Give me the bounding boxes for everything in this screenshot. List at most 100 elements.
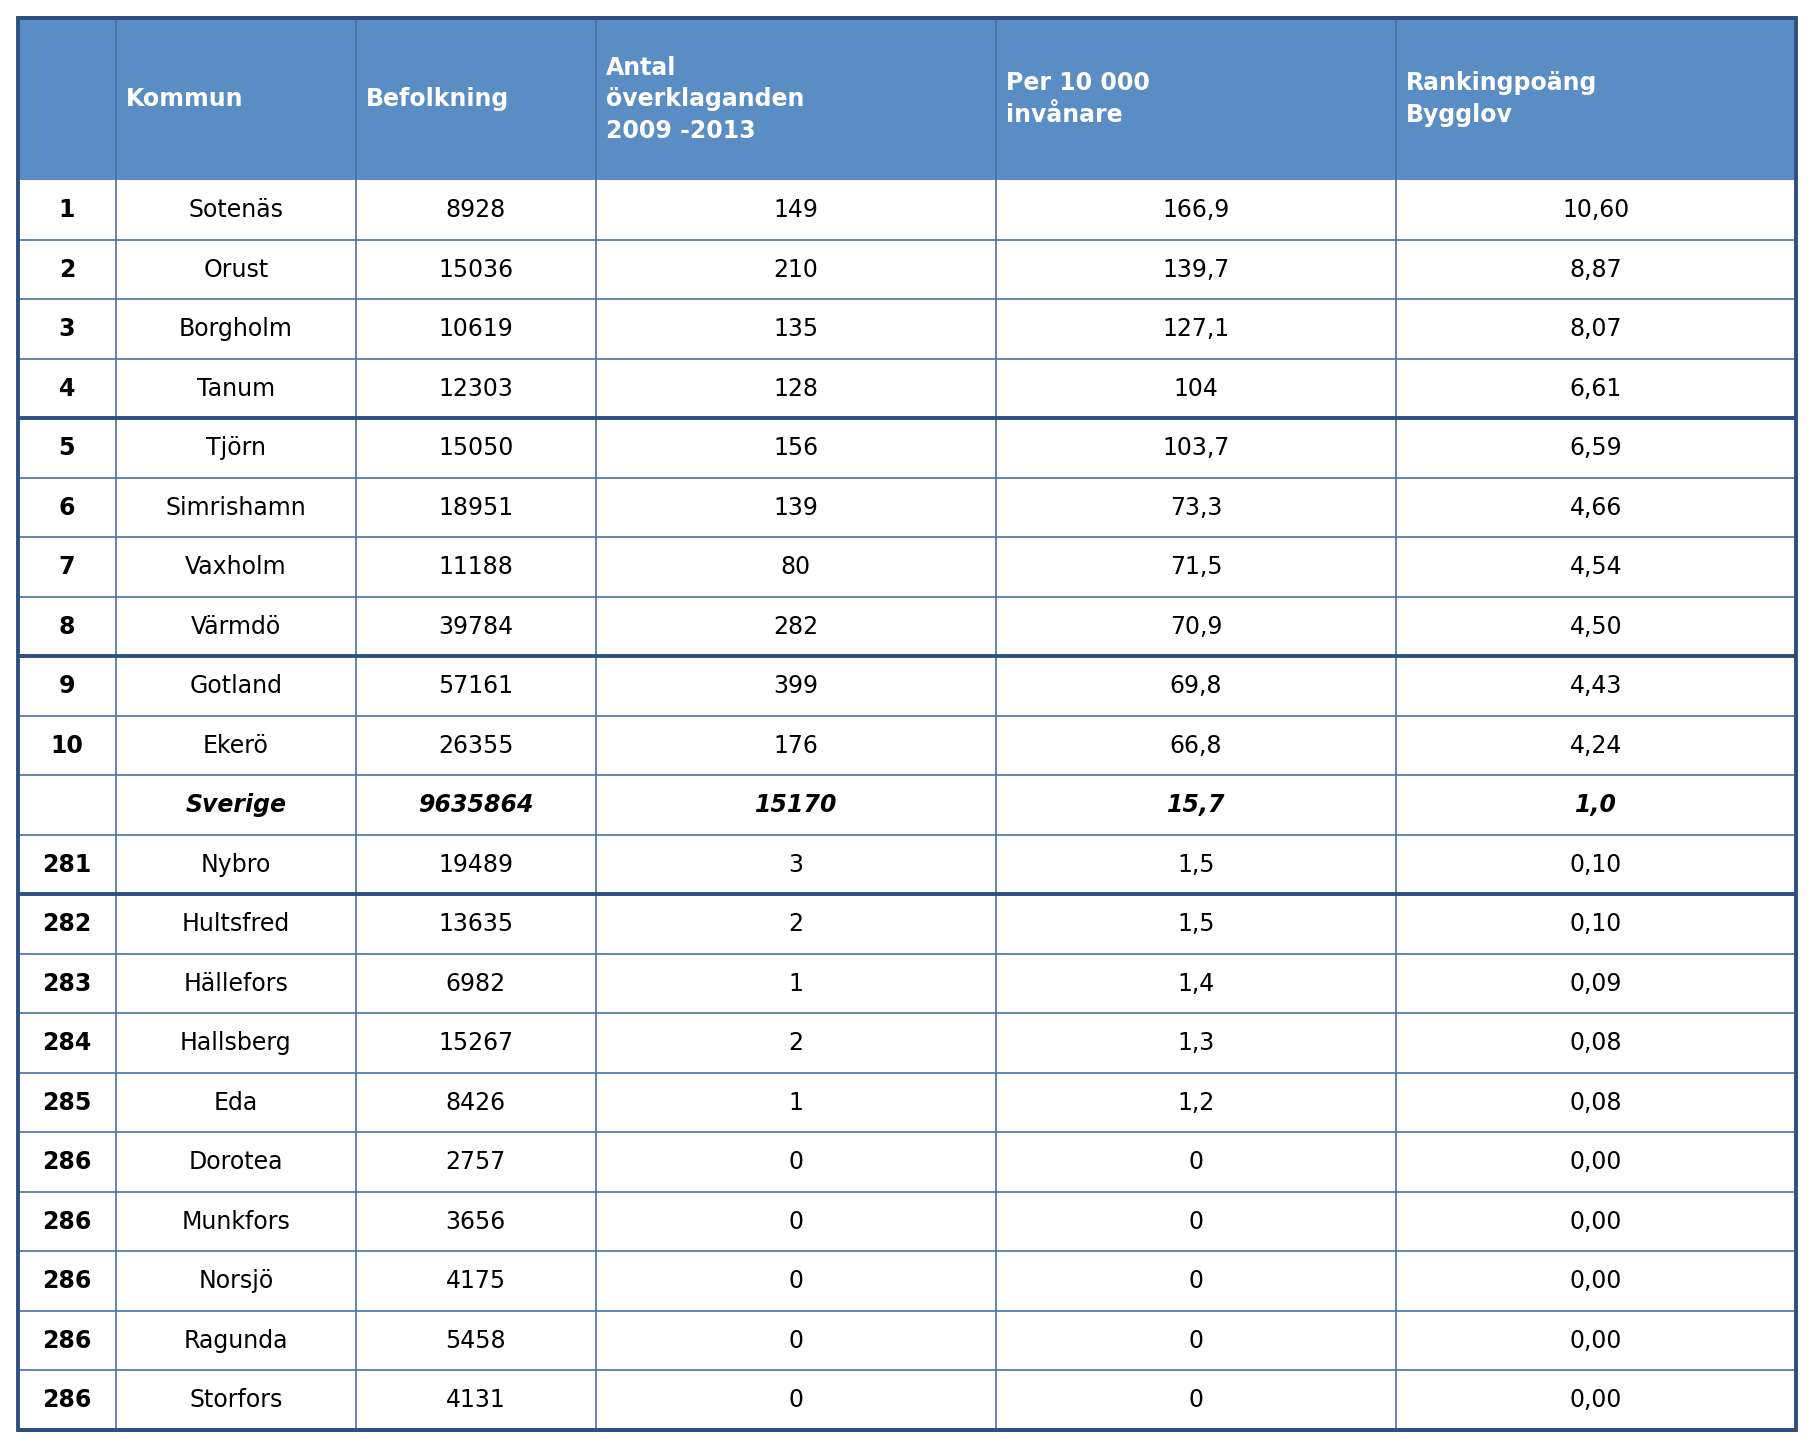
Text: 4: 4	[58, 376, 74, 401]
Text: 286: 286	[42, 1209, 91, 1234]
Text: 0,00: 0,00	[1569, 1389, 1622, 1412]
Text: 210: 210	[773, 258, 818, 282]
Text: 0,08: 0,08	[1569, 1031, 1622, 1056]
Text: 4,24: 4,24	[1569, 734, 1622, 757]
Text: 2: 2	[789, 1031, 804, 1056]
Text: 127,1: 127,1	[1163, 317, 1230, 342]
Text: 0: 0	[789, 1329, 804, 1352]
Text: 0: 0	[1188, 1329, 1203, 1352]
Text: 104: 104	[1174, 376, 1219, 401]
Text: 0: 0	[1188, 1209, 1203, 1234]
Bar	[18, 656, 1796, 715]
Text: 15036: 15036	[439, 258, 513, 282]
Text: 80: 80	[780, 555, 811, 579]
Text: 4,54: 4,54	[1569, 555, 1622, 579]
Text: 284: 284	[42, 1031, 91, 1056]
Text: 1,4: 1,4	[1177, 972, 1215, 996]
Bar	[18, 181, 1796, 240]
Text: 10: 10	[51, 734, 83, 757]
Text: Rankingpoäng
Bygglov: Rankingpoäng Bygglov	[1406, 71, 1598, 127]
Text: 0,10: 0,10	[1569, 912, 1622, 937]
Bar	[18, 954, 1796, 1014]
Text: Sverige: Sverige	[185, 794, 287, 817]
Text: 9: 9	[58, 675, 74, 698]
Text: Dorotea: Dorotea	[189, 1150, 283, 1174]
Text: 19489: 19489	[439, 853, 513, 876]
Text: 6: 6	[58, 495, 74, 520]
Text: 4131: 4131	[446, 1389, 506, 1412]
Text: 3656: 3656	[446, 1209, 506, 1234]
Text: Kommun: Kommun	[125, 87, 243, 111]
Text: Värmdö: Värmdö	[190, 614, 281, 639]
Text: 0,00: 0,00	[1569, 1150, 1622, 1174]
Text: Nybro: Nybro	[201, 853, 270, 876]
Bar	[18, 895, 1796, 954]
Text: 4,66: 4,66	[1569, 495, 1622, 520]
Text: 166,9: 166,9	[1163, 198, 1230, 222]
Text: 15050: 15050	[439, 436, 513, 460]
Text: 0: 0	[789, 1209, 804, 1234]
Bar	[18, 1073, 1796, 1132]
Text: 0: 0	[789, 1270, 804, 1293]
Text: 176: 176	[773, 734, 818, 757]
Text: Simrishamn: Simrishamn	[165, 495, 307, 520]
Text: 69,8: 69,8	[1170, 675, 1223, 698]
Text: 282: 282	[773, 614, 818, 639]
Text: 57161: 57161	[439, 675, 513, 698]
Text: 1: 1	[789, 972, 804, 996]
Text: 128: 128	[773, 376, 818, 401]
Bar	[18, 1370, 1796, 1431]
Bar	[18, 715, 1796, 776]
Text: Ekerö: Ekerö	[203, 734, 268, 757]
Text: 0,09: 0,09	[1569, 972, 1622, 996]
Text: 0,08: 0,08	[1569, 1090, 1622, 1115]
Text: Gotland: Gotland	[189, 675, 283, 698]
Text: 1: 1	[58, 198, 74, 222]
Text: 286: 286	[42, 1150, 91, 1174]
Text: 4,43: 4,43	[1569, 675, 1622, 698]
Bar	[18, 478, 1796, 537]
Text: Befolkning: Befolkning	[366, 87, 510, 111]
Text: 66,8: 66,8	[1170, 734, 1223, 757]
Bar	[18, 537, 1796, 597]
Text: 399: 399	[773, 675, 818, 698]
Text: 0: 0	[1188, 1389, 1203, 1412]
Text: 7: 7	[58, 555, 74, 579]
Text: 0,00: 0,00	[1569, 1209, 1622, 1234]
Text: 149: 149	[773, 198, 818, 222]
Text: 135: 135	[773, 317, 818, 342]
Text: 282: 282	[42, 912, 91, 937]
Text: 1,0: 1,0	[1575, 794, 1616, 817]
Text: 26355: 26355	[439, 734, 513, 757]
Bar	[18, 240, 1796, 300]
Bar	[18, 1192, 1796, 1251]
Text: Orust: Orust	[203, 258, 268, 282]
Text: 103,7: 103,7	[1163, 436, 1230, 460]
Text: 9635864: 9635864	[417, 794, 533, 817]
Text: 286: 286	[42, 1270, 91, 1293]
Text: 8,87: 8,87	[1569, 258, 1622, 282]
Text: 70,9: 70,9	[1170, 614, 1223, 639]
Text: 4,50: 4,50	[1569, 614, 1622, 639]
Text: 5: 5	[58, 436, 74, 460]
Bar	[18, 597, 1796, 656]
Text: Hallsberg: Hallsberg	[180, 1031, 292, 1056]
Text: 4175: 4175	[446, 1270, 506, 1293]
Text: 6,61: 6,61	[1569, 376, 1622, 401]
Text: 0: 0	[1188, 1270, 1203, 1293]
Text: 0: 0	[789, 1389, 804, 1412]
Bar	[18, 1132, 1796, 1192]
Text: 2: 2	[58, 258, 74, 282]
Text: 13635: 13635	[439, 912, 513, 937]
Text: 1,2: 1,2	[1177, 1090, 1215, 1115]
Text: Storfors: Storfors	[189, 1389, 283, 1412]
Text: 3: 3	[789, 853, 804, 876]
Bar	[18, 1251, 1796, 1310]
Text: 0,00: 0,00	[1569, 1270, 1622, 1293]
Text: 73,3: 73,3	[1170, 495, 1223, 520]
Text: Sotenäs: Sotenäs	[189, 198, 283, 222]
Text: 8,07: 8,07	[1569, 317, 1622, 342]
Text: 0: 0	[1188, 1150, 1203, 1174]
Text: 11188: 11188	[439, 555, 513, 579]
Text: 39784: 39784	[439, 614, 513, 639]
